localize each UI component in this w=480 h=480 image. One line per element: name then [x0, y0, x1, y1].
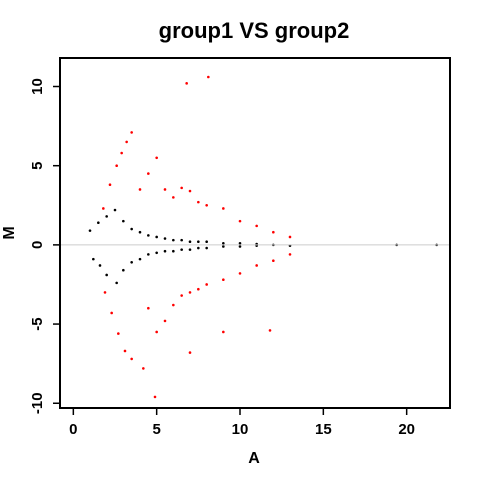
- data-point: [272, 230, 275, 234]
- data-point: [207, 75, 210, 79]
- data-point: [255, 264, 258, 267]
- chart-title: group1 VS group2: [159, 18, 350, 43]
- data-point: [155, 251, 158, 255]
- data-point: [188, 291, 192, 294]
- data-point: [113, 208, 117, 212]
- data-point: [130, 131, 133, 134]
- data-point: [197, 246, 200, 250]
- data-point: [142, 367, 145, 370]
- data-point: [147, 253, 150, 256]
- data-point: [117, 332, 120, 335]
- data-point: [197, 240, 200, 244]
- y-tick-label: 5: [29, 162, 46, 170]
- x-tick-label: 0: [69, 421, 77, 438]
- x-tick-label: 20: [398, 421, 415, 438]
- data-point: [102, 207, 105, 210]
- data-point: [185, 82, 188, 85]
- data-point: [238, 272, 242, 275]
- data-point: [272, 259, 275, 263]
- data-point: [238, 245, 242, 248]
- data-point: [155, 235, 158, 239]
- data-point: [155, 156, 158, 160]
- data-point: [138, 230, 142, 234]
- data-point: [172, 238, 175, 242]
- data-point: [155, 330, 158, 334]
- data-point: [122, 268, 125, 272]
- data-point: [222, 245, 225, 248]
- data-point: [138, 188, 142, 191]
- data-point: [147, 234, 150, 237]
- x-axis-label: A: [248, 450, 260, 467]
- data-point: [172, 249, 175, 253]
- data-point: [188, 351, 192, 354]
- data-point: [268, 329, 272, 332]
- x-tick-label: 10: [232, 421, 249, 438]
- data-point: [188, 240, 192, 244]
- data-point: [92, 257, 95, 261]
- data-point: [110, 311, 113, 315]
- y-axis-label: M: [1, 226, 18, 239]
- data-point: [130, 357, 133, 361]
- data-point: [153, 395, 157, 399]
- data-point: [115, 281, 118, 285]
- data-point: [163, 237, 167, 240]
- data-point: [147, 172, 150, 175]
- data-point: [188, 189, 192, 193]
- data-point: [105, 215, 108, 218]
- data-point: [222, 241, 225, 245]
- points-layer: [88, 75, 438, 399]
- data-point: [122, 219, 125, 223]
- data-point: [197, 287, 200, 291]
- data-point: [130, 260, 133, 264]
- x-tick-label: 5: [152, 421, 160, 438]
- data-point: [172, 196, 175, 199]
- data-point: [238, 219, 242, 223]
- data-point: [205, 283, 208, 286]
- data-point: [205, 203, 208, 207]
- y-axis: -10 -5 0 5 10: [29, 78, 60, 414]
- data-point: [163, 249, 167, 253]
- data-point: [138, 257, 142, 261]
- data-point: [188, 248, 192, 251]
- data-point: [97, 221, 100, 225]
- data-point: [180, 294, 183, 297]
- data-point: [288, 235, 292, 239]
- data-point: [205, 246, 208, 250]
- y-tick-label: 0: [29, 241, 46, 249]
- data-point: [125, 140, 128, 144]
- y-tick-label: 10: [29, 78, 46, 95]
- data-point: [115, 164, 118, 167]
- data-point: [180, 248, 183, 251]
- data-point: [147, 306, 150, 310]
- data-point: [130, 227, 133, 231]
- data-point: [120, 151, 123, 155]
- data-point: [255, 224, 258, 228]
- data-point: [288, 253, 292, 256]
- x-tick-label: 15: [315, 421, 332, 438]
- data-point: [222, 330, 225, 334]
- data-point: [172, 303, 175, 307]
- data-point: [205, 240, 208, 244]
- data-point: [163, 319, 167, 323]
- data-point: [163, 188, 167, 191]
- data-point: [108, 183, 112, 186]
- data-point: [123, 349, 127, 353]
- plot-frame: [59, 57, 451, 409]
- data-point: [88, 229, 92, 232]
- data-point: [105, 273, 108, 277]
- data-point: [180, 186, 183, 190]
- data-point: [98, 264, 102, 267]
- data-point: [238, 241, 242, 245]
- data-point: [103, 291, 107, 294]
- data-point: [180, 238, 183, 242]
- y-tick-label: -10: [29, 392, 46, 414]
- data-point: [222, 207, 225, 210]
- x-axis: 0 5 10 15 20: [69, 408, 415, 438]
- data-point: [222, 278, 225, 282]
- data-point: [197, 200, 200, 204]
- y-tick-label: -5: [29, 317, 46, 330]
